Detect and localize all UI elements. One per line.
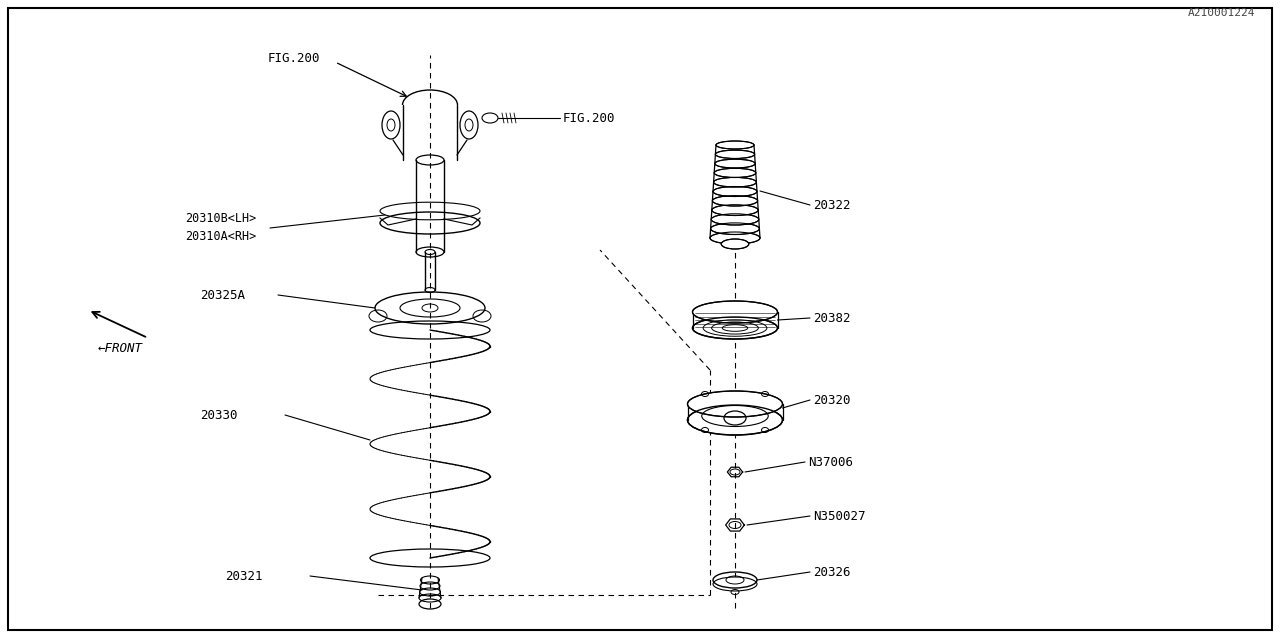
Ellipse shape <box>710 232 760 244</box>
Ellipse shape <box>712 214 759 225</box>
Text: 20330: 20330 <box>200 408 238 422</box>
Text: N37006: N37006 <box>808 456 852 468</box>
Ellipse shape <box>713 577 756 591</box>
Text: 20325A: 20325A <box>200 289 244 301</box>
Ellipse shape <box>714 177 756 187</box>
Ellipse shape <box>714 168 755 177</box>
Text: 20322: 20322 <box>813 198 850 211</box>
Text: FIG.200: FIG.200 <box>563 111 616 125</box>
Ellipse shape <box>692 301 777 323</box>
Ellipse shape <box>713 196 758 206</box>
Ellipse shape <box>713 186 756 196</box>
Ellipse shape <box>721 239 749 249</box>
Ellipse shape <box>716 141 754 149</box>
Text: FIG.200: FIG.200 <box>268 51 320 65</box>
Text: ←FRONT: ←FRONT <box>99 342 143 355</box>
Text: N350027: N350027 <box>813 509 865 522</box>
Ellipse shape <box>712 205 758 216</box>
Text: 20326: 20326 <box>813 566 850 579</box>
Text: 20310B<LH>: 20310B<LH> <box>186 211 256 225</box>
Ellipse shape <box>710 223 759 234</box>
Ellipse shape <box>716 150 755 159</box>
Text: A210001224: A210001224 <box>1188 8 1254 18</box>
Ellipse shape <box>687 405 782 435</box>
Ellipse shape <box>692 317 777 339</box>
Text: 20320: 20320 <box>813 394 850 406</box>
Text: 20310A<RH>: 20310A<RH> <box>186 230 256 243</box>
Text: 20321: 20321 <box>225 570 262 582</box>
Ellipse shape <box>687 391 782 417</box>
Text: 20382: 20382 <box>813 312 850 324</box>
Ellipse shape <box>714 159 755 168</box>
